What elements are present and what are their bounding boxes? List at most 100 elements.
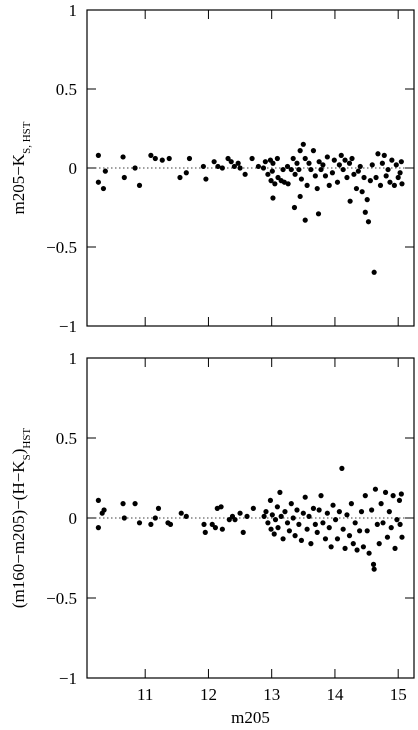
point	[265, 520, 271, 526]
point	[209, 521, 215, 528]
point	[392, 545, 398, 552]
x-axis-label: m205	[231, 708, 270, 727]
point	[318, 166, 324, 173]
point	[375, 151, 381, 157]
point	[166, 155, 172, 162]
point	[286, 528, 292, 534]
point	[302, 494, 308, 500]
y-tick-label: 1	[69, 1, 78, 20]
point	[237, 165, 243, 171]
y-tick-label: −1	[59, 669, 77, 688]
point	[320, 520, 326, 526]
point	[322, 536, 329, 542]
x-tick-label: 12	[200, 685, 217, 704]
point	[290, 515, 296, 521]
point	[231, 163, 237, 170]
point	[232, 517, 238, 523]
point	[152, 515, 158, 521]
point	[312, 173, 318, 179]
point	[316, 507, 322, 513]
y-tick-label: −0.5	[46, 589, 77, 608]
x-tick-label: 15	[390, 685, 407, 704]
point	[336, 509, 342, 515]
point	[308, 541, 314, 547]
point	[359, 189, 365, 195]
point	[386, 509, 392, 515]
point	[324, 510, 330, 516]
point	[121, 174, 127, 181]
y-axis-label-part: m205−K	[9, 153, 28, 214]
point	[369, 162, 375, 168]
point	[228, 159, 234, 165]
point	[120, 154, 126, 160]
point	[361, 174, 367, 181]
point	[260, 165, 267, 171]
y-tick-label: 1	[69, 349, 78, 368]
point	[342, 545, 348, 552]
point	[387, 179, 393, 185]
point	[346, 160, 353, 166]
point	[200, 163, 206, 170]
point	[340, 166, 346, 173]
point	[269, 168, 275, 174]
point	[362, 493, 368, 499]
point	[318, 493, 324, 499]
point	[101, 507, 107, 513]
point	[370, 561, 377, 568]
point	[265, 171, 271, 177]
point	[310, 505, 317, 511]
point	[297, 148, 303, 154]
point	[334, 179, 341, 185]
point	[352, 520, 358, 526]
point	[282, 509, 288, 515]
y-axis-label-part: S	[21, 454, 33, 460]
y-tick-label: 0	[69, 159, 78, 178]
point	[218, 504, 224, 510]
point	[364, 528, 370, 534]
point	[242, 171, 248, 177]
point	[330, 502, 336, 508]
point	[328, 544, 334, 550]
point	[380, 520, 386, 526]
point	[358, 509, 365, 515]
point	[202, 529, 208, 536]
point	[373, 174, 379, 181]
point	[365, 219, 372, 225]
point	[391, 182, 397, 188]
y-axis-label: m205−KS, HST	[9, 121, 33, 214]
point	[312, 521, 318, 528]
point	[393, 162, 399, 168]
point	[360, 544, 367, 550]
point	[211, 159, 217, 165]
point	[275, 174, 281, 181]
point	[349, 155, 355, 162]
point	[298, 176, 305, 182]
point	[290, 155, 296, 162]
point	[215, 163, 221, 170]
point	[367, 178, 373, 184]
point	[183, 513, 189, 520]
point	[294, 160, 300, 166]
point	[148, 521, 154, 528]
point	[306, 513, 312, 520]
point	[240, 529, 246, 536]
point	[338, 152, 344, 158]
point	[394, 517, 400, 523]
point	[237, 510, 243, 516]
point	[385, 166, 391, 173]
point	[296, 166, 302, 173]
point	[357, 163, 363, 170]
point	[269, 512, 275, 518]
point	[95, 497, 101, 503]
point	[348, 501, 354, 507]
point	[120, 501, 126, 507]
x-tick-label: 14	[326, 685, 344, 704]
point	[379, 160, 385, 166]
point	[274, 155, 280, 162]
point	[344, 174, 350, 181]
point	[262, 159, 268, 165]
point	[225, 155, 231, 162]
point	[292, 171, 298, 177]
